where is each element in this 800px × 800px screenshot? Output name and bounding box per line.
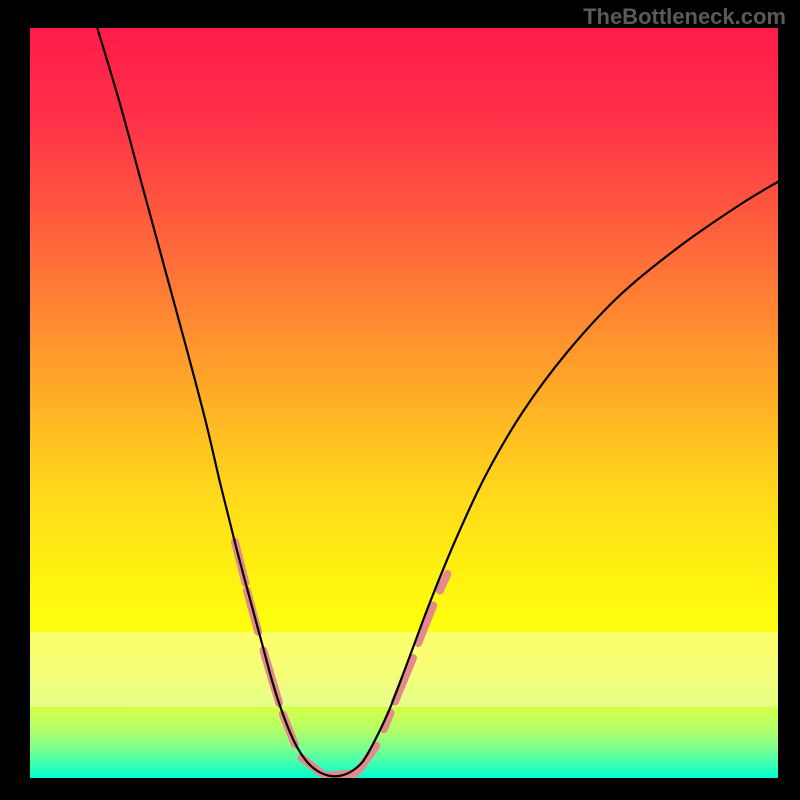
border-bottom-overlay	[0, 778, 800, 800]
watermark-text: TheBottleneck.com	[583, 4, 786, 30]
border-right-overlay	[778, 0, 800, 800]
border-left-overlay	[0, 0, 30, 800]
bottleneck-chart	[0, 0, 800, 800]
